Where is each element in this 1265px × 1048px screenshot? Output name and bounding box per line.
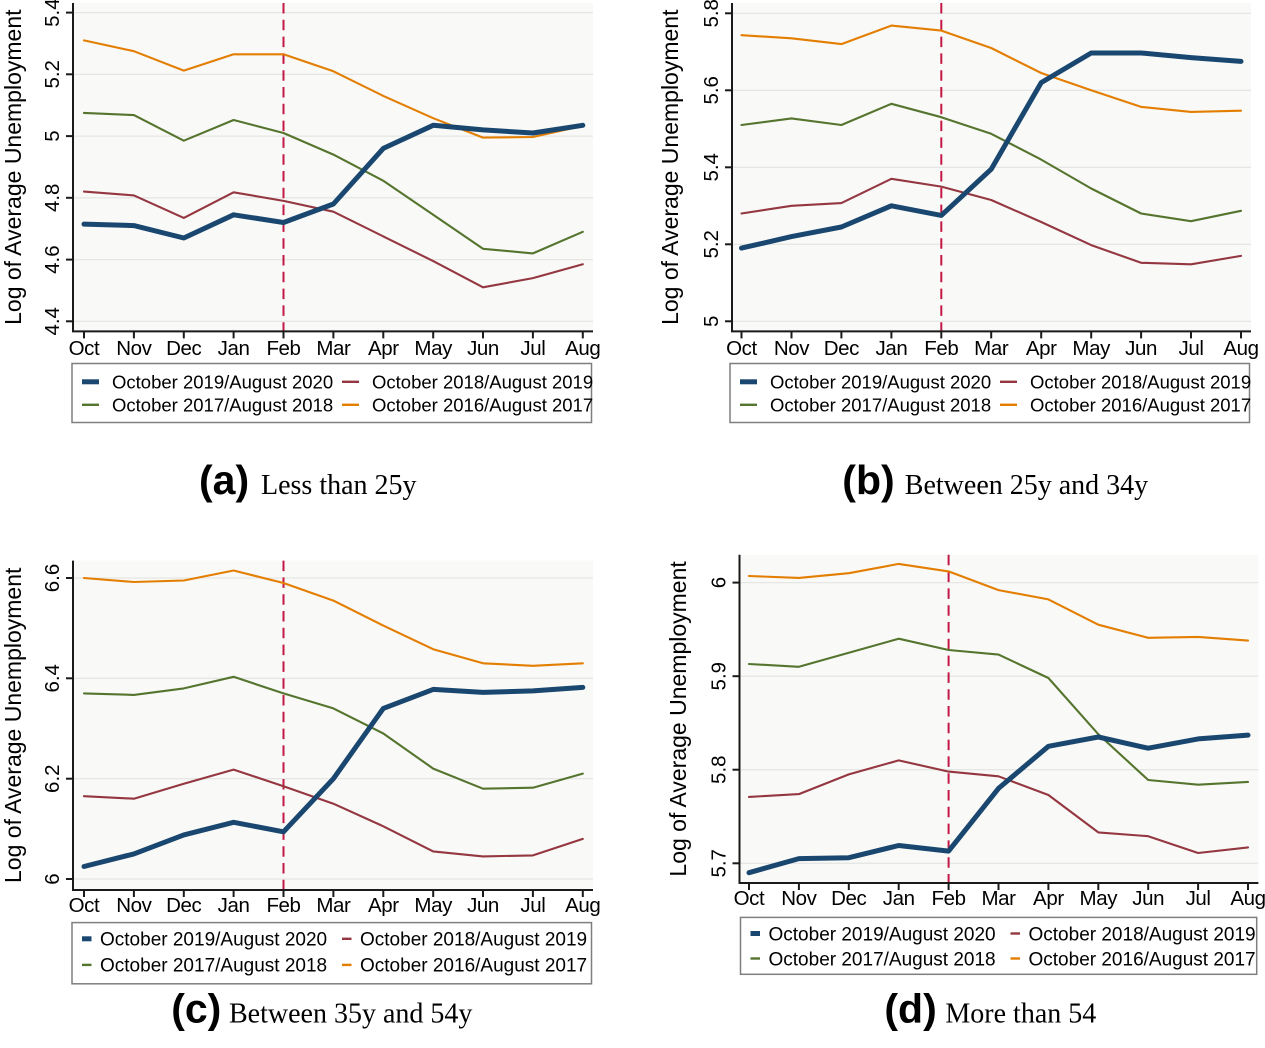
svg-text:Between 25y and 34y: Between 25y and 34y <box>905 470 1148 501</box>
svg-text:October 2017/August 2018: October 2017/August 2018 <box>770 395 991 416</box>
svg-text:Jun: Jun <box>1125 337 1157 360</box>
svg-text:October 2016/August 2017: October 2016/August 2017 <box>1029 949 1256 970</box>
svg-text:More than 54: More than 54 <box>945 999 1096 1030</box>
svg-text:5.9: 5.9 <box>708 662 731 691</box>
svg-text:4.6: 4.6 <box>41 245 64 274</box>
svg-text:Oct: Oct <box>69 894 100 917</box>
svg-text:Apr: Apr <box>368 894 399 917</box>
svg-text:5.8: 5.8 <box>708 755 731 784</box>
svg-text:5.8: 5.8 <box>700 0 723 28</box>
svg-text:Mar: Mar <box>981 887 1016 910</box>
svg-text:Aug: Aug <box>1223 337 1258 360</box>
svg-text:October 2019/August 2020: October 2019/August 2020 <box>770 372 991 393</box>
svg-text:Jun: Jun <box>1132 887 1164 910</box>
svg-text:Jun: Jun <box>467 894 499 917</box>
svg-text:October 2019/August 2020: October 2019/August 2020 <box>100 930 327 951</box>
svg-text:Oct: Oct <box>726 337 757 360</box>
svg-text:Oct: Oct <box>69 337 100 360</box>
svg-text:5: 5 <box>700 316 723 327</box>
svg-text:May: May <box>414 337 453 360</box>
svg-text:May: May <box>1072 337 1111 360</box>
svg-text:5.2: 5.2 <box>41 60 64 89</box>
svg-text:Apr: Apr <box>1033 887 1064 910</box>
svg-text:Jul: Jul <box>520 337 545 360</box>
svg-text:Apr: Apr <box>1026 337 1057 360</box>
svg-text:Feb: Feb <box>266 894 300 917</box>
svg-text:5.4: 5.4 <box>700 153 723 182</box>
svg-text:Jul: Jul <box>520 894 545 917</box>
svg-text:October 2017/August 2018: October 2017/August 2018 <box>112 395 333 416</box>
svg-text:(a): (a) <box>199 457 249 503</box>
svg-text:Feb: Feb <box>932 887 966 910</box>
svg-text:(d): (d) <box>884 986 936 1032</box>
svg-text:(b): (b) <box>842 457 894 503</box>
svg-text:October 2016/August 2017: October 2016/August 2017 <box>372 395 593 416</box>
svg-text:Dec: Dec <box>824 337 859 360</box>
svg-text:6: 6 <box>41 873 64 884</box>
svg-text:October 2016/August 2017: October 2016/August 2017 <box>1030 395 1251 416</box>
svg-text:October 2018/August 2019: October 2018/August 2019 <box>360 930 587 951</box>
svg-text:Dec: Dec <box>831 887 866 910</box>
svg-text:4.8: 4.8 <box>41 184 64 213</box>
svg-text:Jul: Jul <box>1178 337 1203 360</box>
svg-text:Jul: Jul <box>1186 887 1211 910</box>
svg-text:October 2017/August 2018: October 2017/August 2018 <box>769 949 996 970</box>
svg-text:Aug: Aug <box>565 337 600 360</box>
svg-text:Nov: Nov <box>781 887 817 910</box>
svg-text:5.6: 5.6 <box>700 76 723 105</box>
svg-text:5.7: 5.7 <box>708 849 731 878</box>
svg-text:6.4: 6.4 <box>41 664 64 693</box>
svg-text:Dec: Dec <box>166 894 201 917</box>
svg-text:4.4: 4.4 <box>41 307 64 336</box>
svg-text:6: 6 <box>708 577 731 588</box>
svg-text:October 2019/August 2020: October 2019/August 2020 <box>112 372 333 393</box>
svg-text:Apr: Apr <box>368 337 399 360</box>
svg-text:October 2017/August 2018: October 2017/August 2018 <box>100 956 327 977</box>
svg-text:6.2: 6.2 <box>41 764 64 793</box>
svg-text:October 2019/August 2020: October 2019/August 2020 <box>769 924 996 945</box>
svg-text:October 2018/August 2019: October 2018/August 2019 <box>1030 372 1251 393</box>
svg-text:Log of Average Unemployment: Log of Average Unemployment <box>0 567 26 883</box>
svg-text:Dec: Dec <box>166 337 201 360</box>
svg-text:Jan: Jan <box>875 337 907 360</box>
svg-text:May: May <box>1080 887 1119 910</box>
svg-text:Mar: Mar <box>316 894 351 917</box>
svg-text:Log of Average Unemployment: Log of Average Unemployment <box>657 9 683 325</box>
svg-text:Nov: Nov <box>116 894 152 917</box>
svg-text:Less than 25y: Less than 25y <box>261 470 417 501</box>
svg-text:(c): (c) <box>171 986 221 1032</box>
svg-text:Log of Average Unemployment: Log of Average Unemployment <box>665 561 691 877</box>
svg-text:October 2018/August 2019: October 2018/August 2019 <box>1029 924 1256 945</box>
svg-text:Jan: Jan <box>218 337 250 360</box>
svg-text:Jan: Jan <box>883 887 915 910</box>
svg-text:6.6: 6.6 <box>41 564 64 593</box>
svg-text:Aug: Aug <box>1230 887 1265 910</box>
svg-text:Jan: Jan <box>218 894 250 917</box>
svg-text:October 2018/August 2019: October 2018/August 2019 <box>372 372 593 393</box>
svg-text:Oct: Oct <box>734 887 765 910</box>
svg-text:5.4: 5.4 <box>41 0 64 27</box>
svg-text:Log of Average Unemployment: Log of Average Unemployment <box>0 9 26 325</box>
svg-text:Feb: Feb <box>924 337 958 360</box>
svg-text:May: May <box>414 894 453 917</box>
svg-text:Mar: Mar <box>316 337 351 360</box>
svg-text:Feb: Feb <box>266 337 300 360</box>
svg-text:5: 5 <box>41 130 64 141</box>
svg-text:October 2016/August 2017: October 2016/August 2017 <box>360 956 587 977</box>
svg-text:Nov: Nov <box>774 337 810 360</box>
svg-text:Nov: Nov <box>116 337 152 360</box>
svg-text:Aug: Aug <box>565 894 600 917</box>
svg-text:Jun: Jun <box>467 337 499 360</box>
svg-text:Mar: Mar <box>974 337 1009 360</box>
svg-text:Between 35y and 54y: Between 35y and 54y <box>229 999 472 1030</box>
svg-text:5.2: 5.2 <box>700 230 723 258</box>
